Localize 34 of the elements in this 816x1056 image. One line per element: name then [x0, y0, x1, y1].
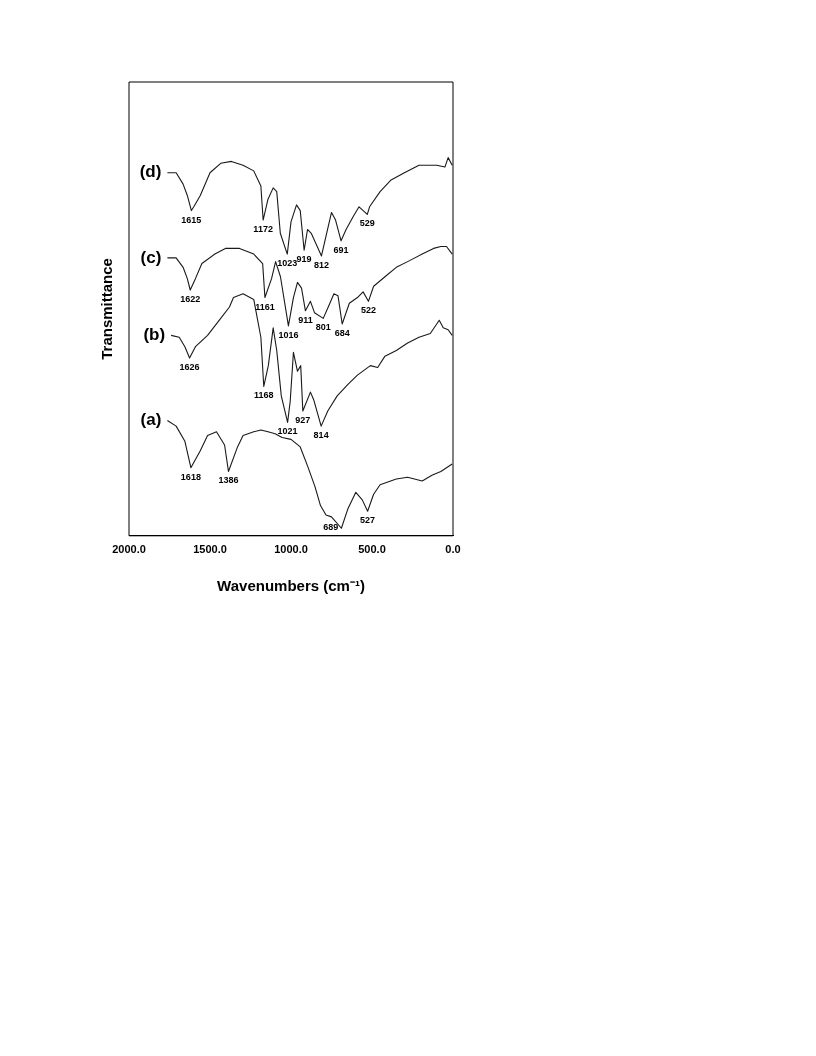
x-tick-label: 2000.0 [112, 543, 146, 556]
annotation: 927 [295, 414, 311, 425]
annotation: 814 [313, 430, 329, 441]
annotation: 801 [315, 322, 331, 333]
annotation: 522 [360, 305, 376, 316]
y-axis-title: Transmittance [98, 258, 116, 360]
x-tick-label: 0.0 [445, 543, 461, 556]
series-label: (a) [140, 410, 162, 430]
annotation: 1168 [254, 390, 274, 401]
series-label: (c) [140, 247, 162, 267]
annotation: 1161 [255, 301, 275, 312]
annotation: 1023 [277, 258, 298, 269]
annotation: 1626 [179, 362, 200, 373]
series-label: (b) [143, 325, 166, 345]
x-axis-title: Wavenumbers (cm⁻¹) [217, 577, 365, 595]
annotation: 1386 [218, 475, 239, 486]
annotation: 689 [323, 521, 339, 532]
annotation: 691 [333, 244, 349, 255]
annotation: 684 [334, 328, 350, 339]
annotation: 527 [360, 515, 376, 526]
annotation: 1622 [180, 293, 201, 304]
annotation: 1615 [181, 214, 202, 225]
annotation: 1021 [277, 426, 298, 437]
annotation: 919 [296, 254, 312, 265]
annotation: 1618 [180, 471, 201, 482]
annotation: 529 [359, 218, 375, 229]
x-tick-label: 1500.0 [193, 543, 227, 556]
x-tick-label: 1000.0 [274, 543, 308, 556]
annotation: 1016 [278, 329, 299, 340]
annotation: 1172 [253, 224, 273, 235]
series-label: (d) [139, 162, 162, 182]
annotation: 812 [313, 259, 329, 270]
annotation: 911 [298, 314, 313, 325]
x-tick-label: 500.0 [358, 543, 386, 556]
